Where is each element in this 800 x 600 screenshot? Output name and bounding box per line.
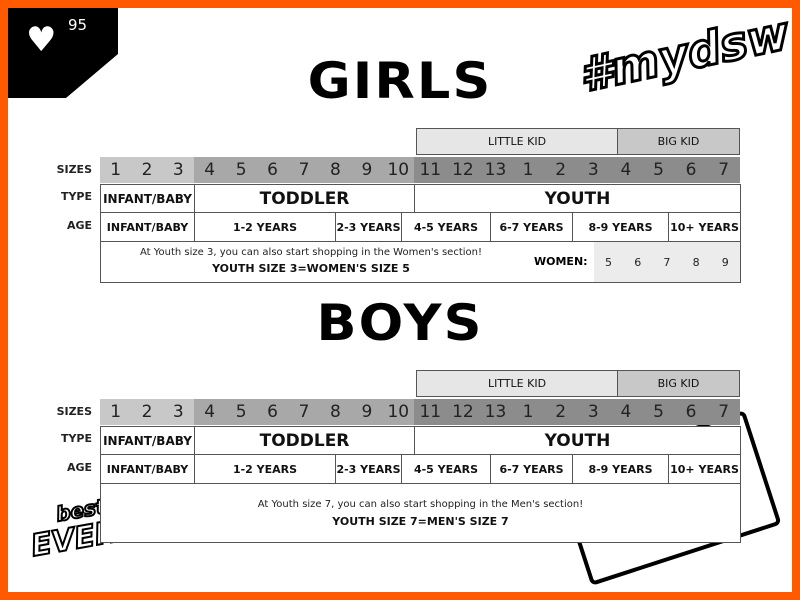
size-cell: 2: [555, 402, 567, 422]
group-little-kid: LITTLE KID: [416, 128, 618, 155]
size-cell: 13: [484, 402, 507, 422]
size-cell: 12: [452, 402, 474, 422]
size-cell: 3: [172, 160, 184, 180]
size-cell: 13: [484, 160, 507, 180]
size-cell: 2: [555, 160, 567, 180]
age-cell: 1-2 YEARS: [194, 212, 336, 242]
size-band-toddler: [194, 399, 414, 425]
age-cell: 1-2 YEARS: [194, 454, 336, 484]
note-row: At Youth size 7, you can also start shop…: [100, 483, 741, 543]
women-size-band: [594, 242, 740, 282]
size-cell: 9: [361, 160, 373, 180]
size-cell: 3: [172, 402, 184, 422]
size-cell: 1: [522, 402, 534, 422]
note-equivalence: YOUTH SIZE 3=WOMEN'S SIZE 5: [212, 262, 410, 275]
size-band-infant: [100, 399, 194, 425]
age-cell: 6-7 YEARS: [490, 212, 573, 242]
row-label-sizes: SIZES: [56, 163, 92, 176]
age-cell: 10+ YEARS: [668, 454, 741, 484]
row-label-type: TYPE: [60, 190, 92, 203]
size-cell: 5: [653, 160, 664, 180]
group-big-kid: BIG KID: [617, 370, 740, 397]
size-cell: 3: [587, 160, 599, 180]
note-equivalence: YOUTH SIZE 7=MEN'S SIZE 7: [332, 515, 509, 528]
size-cell: 4: [620, 402, 632, 422]
women-size-cell: 9: [721, 255, 729, 269]
age-cell: 10+ YEARS: [668, 212, 741, 242]
size-cell: 12: [452, 160, 474, 180]
row-label-age: AGE: [66, 219, 92, 232]
size-cell: 2: [141, 402, 153, 422]
note-text: At Youth size 3, you can also start shop…: [139, 247, 482, 258]
girls-title: GIRLS: [307, 52, 493, 110]
age-cell: 2-3 YEARS: [335, 212, 402, 242]
heart-icon: ♥: [26, 20, 57, 60]
size-cell: 7: [718, 402, 730, 422]
size-cell: 9: [361, 402, 373, 422]
size-cell: 2: [141, 160, 153, 180]
age-cell: 8-9 YEARS: [572, 454, 669, 484]
size-band-youth: [414, 399, 740, 425]
row-label-sizes: SIZES: [56, 405, 92, 418]
boys-title: BOYS: [316, 294, 484, 352]
size-band-youth: [414, 157, 740, 183]
size-cell: 1: [522, 160, 534, 180]
likes-badge: ♥ 95: [8, 8, 118, 98]
size-band-infant: [100, 157, 194, 183]
size-cell: 8: [330, 402, 341, 422]
size-cell: 4: [204, 402, 216, 422]
size-band-toddler: [194, 157, 414, 183]
size-cell: 7: [718, 160, 730, 180]
size-cell: 11: [419, 160, 442, 180]
size-cell: 5: [235, 402, 247, 422]
type-cell: INFANT/BABY: [100, 184, 195, 213]
women-size-cell: 6: [634, 255, 642, 269]
size-cell: 7: [298, 402, 310, 422]
size-cell: 4: [204, 160, 216, 180]
women-size-cell: 5: [605, 255, 612, 269]
row-label-age: AGE: [66, 461, 92, 474]
size-cell: 10: [387, 402, 410, 422]
row-label-type: TYPE: [60, 432, 92, 445]
size-cell: 6: [685, 402, 697, 422]
size-cell: 3: [587, 402, 599, 422]
size-cell: 10: [387, 160, 410, 180]
size-cell: 11: [419, 402, 442, 422]
size-cell: 5: [235, 160, 247, 180]
women-label: WOMEN:: [534, 255, 588, 268]
size-cell: 1: [110, 160, 122, 180]
size-cell: 1: [110, 402, 122, 422]
size-cell: 6: [685, 160, 697, 180]
age-cell: 2-3 YEARS: [335, 454, 402, 484]
age-cell: 6-7 YEARS: [490, 454, 573, 484]
size-cell: 6: [267, 160, 278, 180]
size-cell: 4: [620, 160, 632, 180]
type-cell: INFANT/BABY: [100, 426, 195, 455]
type-cell: TODDLER: [194, 184, 415, 213]
group-big-kid: BIG KID: [617, 128, 740, 155]
size-cell: 7: [298, 160, 310, 180]
age-cell: INFANT/BABY: [100, 212, 195, 242]
size-cell: 8: [330, 160, 341, 180]
age-cell: 4-5 YEARS: [401, 212, 491, 242]
age-cell: 4-5 YEARS: [401, 454, 491, 484]
note-text: At Youth size 7, you can also start shop…: [257, 499, 584, 510]
group-little-kid: LITTLE KID: [416, 370, 618, 397]
size-chart-infographic: ♥ 95 #mydsw best ofEVERYTHING GIRLSLITTL…: [8, 8, 792, 592]
type-cell: YOUTH: [414, 184, 741, 213]
age-cell: INFANT/BABY: [100, 454, 195, 484]
size-cell: 5: [653, 402, 664, 422]
type-cell: TODDLER: [194, 426, 415, 455]
women-size-cell: 8: [692, 255, 700, 269]
like-count: 95: [68, 16, 88, 34]
type-cell: YOUTH: [414, 426, 741, 455]
size-cell: 6: [267, 402, 278, 422]
age-cell: 8-9 YEARS: [572, 212, 669, 242]
women-size-cell: 7: [663, 255, 671, 269]
